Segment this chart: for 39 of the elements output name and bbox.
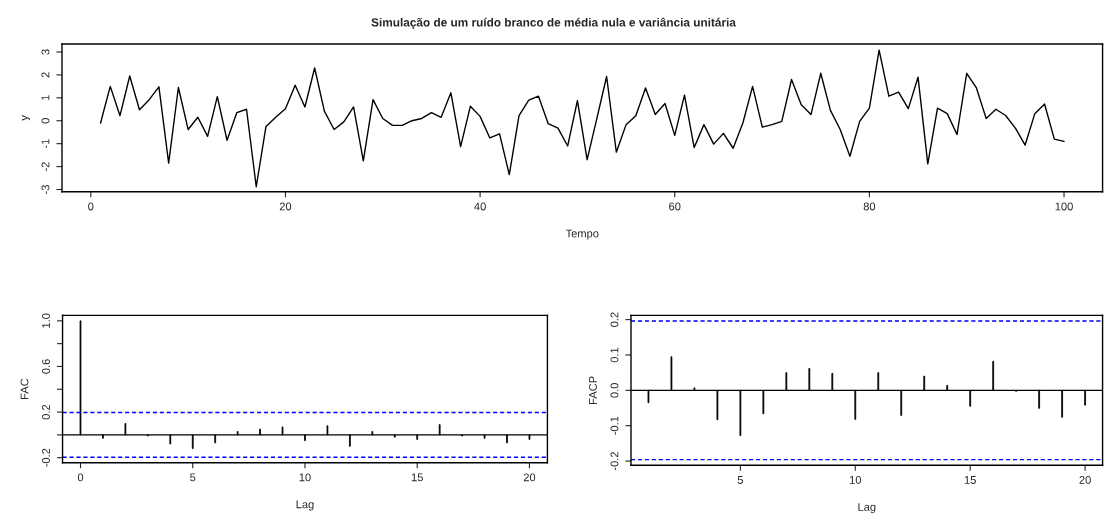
- x-tick-label: 5: [190, 473, 196, 482]
- x-tick-label: 10: [299, 473, 311, 482]
- y-tick-label: 0.0: [610, 383, 619, 398]
- x-tick-label: 40: [474, 202, 486, 211]
- x-tick-label: 15: [964, 476, 976, 484]
- x-tick-label: 80: [863, 202, 876, 211]
- x-axis-title: Lag: [858, 503, 876, 514]
- x-tick-label: 0: [88, 202, 94, 211]
- x-tick-label: 0: [77, 473, 84, 482]
- x-tick-label: 15: [411, 473, 423, 482]
- y-tick-label: 1.0: [42, 313, 50, 328]
- y-tick-label: -1: [41, 139, 50, 149]
- y-tick-label: 0.2: [610, 312, 619, 327]
- y-tick-label: -2: [41, 162, 50, 172]
- x-tick-label: 100: [1055, 202, 1073, 211]
- x-axis-title: Lag: [296, 500, 314, 511]
- chart-title: Simulação de um ruído branco de média nula e variância unitária: [371, 17, 736, 29]
- x-tick-label: 20: [279, 202, 292, 211]
- line-series: [99, 49, 1065, 188]
- x-axis-title: Tempo: [565, 229, 599, 240]
- y-tick-label: 0: [41, 118, 50, 124]
- y-tick-label: -3: [41, 185, 50, 194]
- x-tick-label: 60: [669, 202, 681, 211]
- y-tick-label: -0.1: [610, 416, 619, 435]
- y-tick-label: 0.6: [42, 359, 50, 374]
- y-tick-label: 1: [41, 95, 50, 101]
- x-tick-label: 20: [1079, 476, 1091, 484]
- y-tick-label: 0.2: [42, 404, 50, 420]
- y-axis-title: FACP: [589, 376, 597, 404]
- x-tick-label: 20: [523, 473, 536, 482]
- y-tick-label: 3: [41, 49, 50, 55]
- x-tick-label: 10: [849, 476, 862, 484]
- y-tick-label: -0.2: [610, 452, 619, 471]
- y-axis-title: FAC: [20, 378, 29, 399]
- y-axis-title: y: [21, 115, 31, 121]
- x-tick-label: 5: [737, 476, 744, 484]
- y-tick-label: -0.2: [42, 448, 50, 467]
- y-tick-label: 0.1: [610, 347, 619, 363]
- y-tick-label: 2: [41, 72, 50, 78]
